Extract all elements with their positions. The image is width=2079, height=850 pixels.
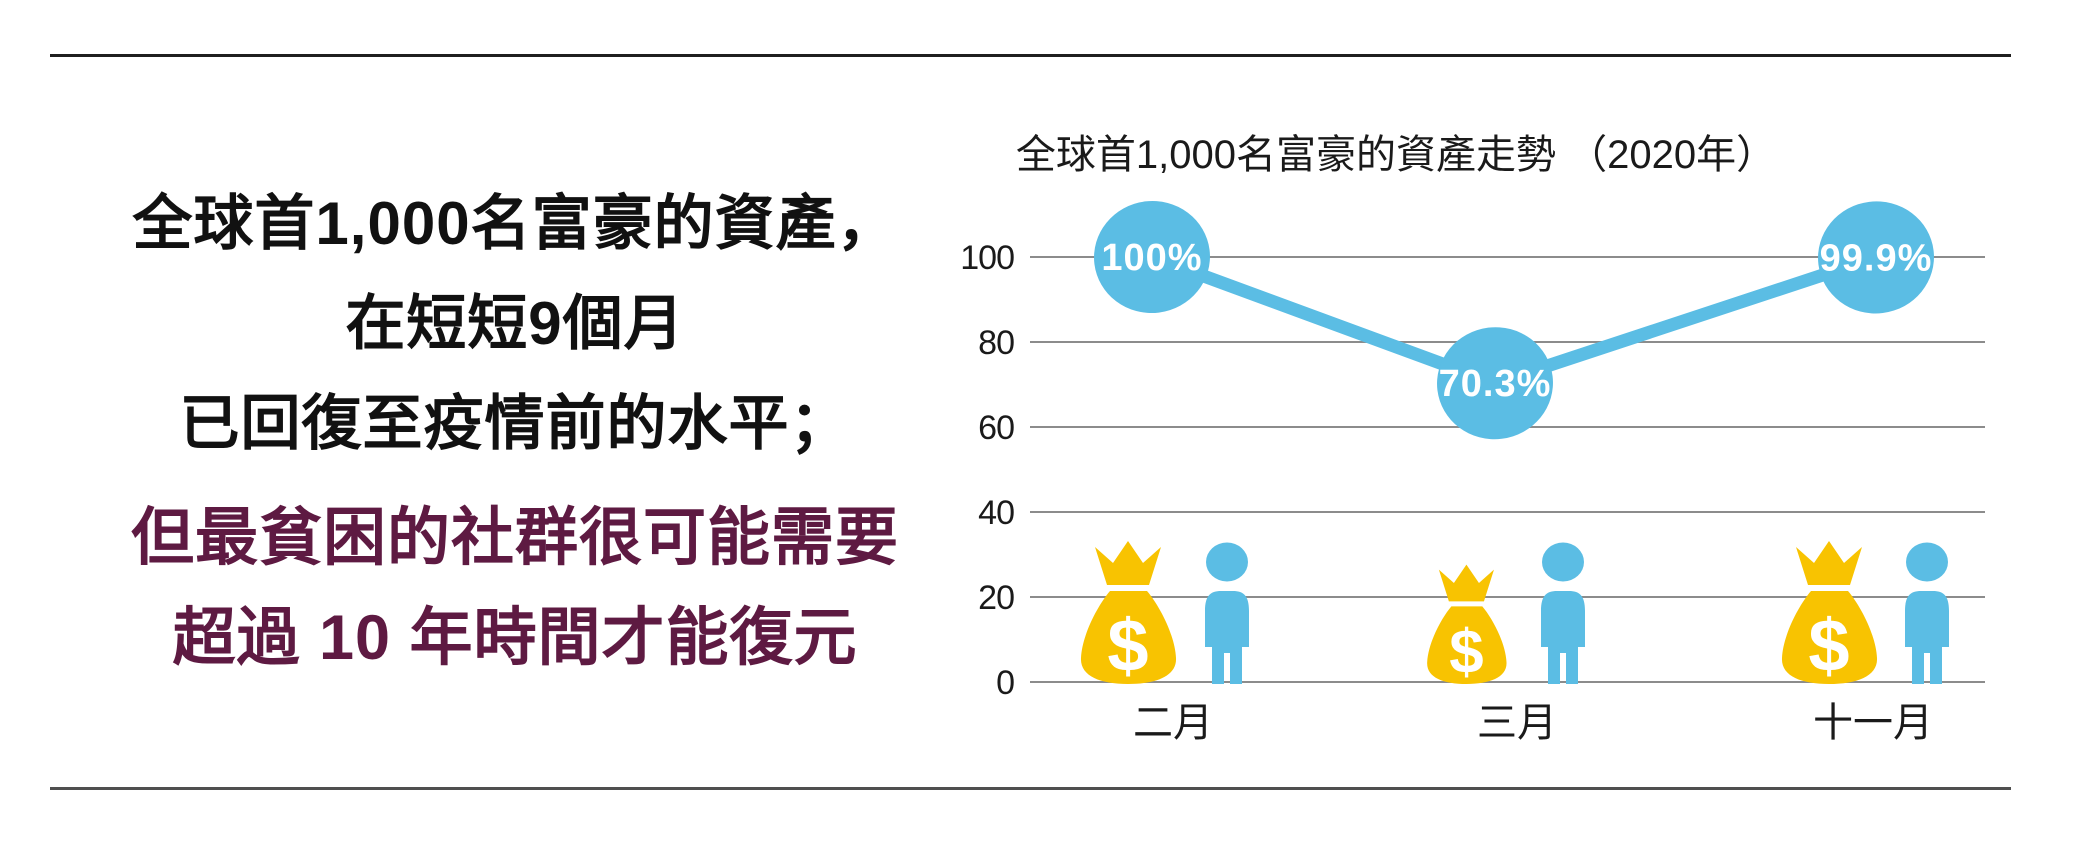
dollar-sign: $	[1808, 604, 1849, 687]
headline-text-block: 全球首1,000名富豪的資產， 在短短9個月 已回復至疫情前的水平； 但最貧困的…	[85, 168, 945, 682]
y-axis-tick-100: 100	[960, 239, 1014, 277]
person-icon	[1541, 542, 1585, 684]
y-axis-tick-80: 80	[978, 324, 1014, 362]
y-axis-tick-60: 60	[978, 409, 1014, 447]
headline-line-1: 全球首1,000名富豪的資產，	[132, 189, 898, 257]
money-bag-body	[1427, 606, 1507, 684]
person-body	[1541, 591, 1585, 684]
dollar-sign: $	[1449, 618, 1483, 687]
money-bag-icon: $	[1080, 541, 1177, 687]
data-point-label-1: 70.3%	[1439, 363, 1552, 405]
money-bag-body	[1781, 591, 1878, 684]
headline-line-3: 已回復至疫情前的水平；	[179, 389, 851, 457]
money-bag-icon: $	[1781, 541, 1878, 687]
headline-line-2: 在短短9個月	[345, 289, 685, 357]
data-point-bubble-1	[1437, 327, 1553, 440]
y-axis-tick-40: 40	[978, 494, 1014, 532]
dollar-sign: $	[1107, 604, 1148, 687]
bottom-divider	[50, 787, 2011, 790]
data-point-label-2: 99.9%	[1820, 237, 1933, 279]
money-bag-icon: $	[1427, 564, 1507, 687]
person-head	[1206, 542, 1248, 582]
y-axis-tick-20: 20	[978, 579, 1014, 617]
person-body	[1205, 591, 1249, 684]
money-bag-tie	[1796, 541, 1862, 585]
x-axis-label-2: 十一月	[1813, 701, 1933, 745]
money-bag-tie	[1095, 541, 1161, 585]
headline-line-5: 超過 10 年時間才能復元	[172, 602, 858, 673]
top-divider	[50, 54, 2011, 57]
money-bag-tie	[1438, 564, 1494, 602]
data-point-bubble-0	[1094, 200, 1210, 314]
person-body	[1905, 591, 1949, 684]
money-bag-body	[1080, 591, 1177, 684]
person-head	[1906, 542, 1948, 582]
headline-line-4: 但最貧困的社群很可能需要	[131, 502, 899, 573]
data-point-bubble-2	[1818, 201, 1934, 314]
y-axis-tick-0: 0	[996, 664, 1014, 702]
x-axis-label-1: 三月	[1477, 701, 1557, 745]
chart-title: 全球首1,000名富豪的資產走勢 （2020年）	[1015, 133, 1777, 177]
data-point-label-0: 100%	[1101, 237, 1202, 279]
x-axis-label-0: 二月	[1133, 701, 1213, 745]
person-head	[1542, 542, 1584, 582]
person-icon	[1205, 542, 1249, 684]
person-icon	[1905, 542, 1949, 684]
